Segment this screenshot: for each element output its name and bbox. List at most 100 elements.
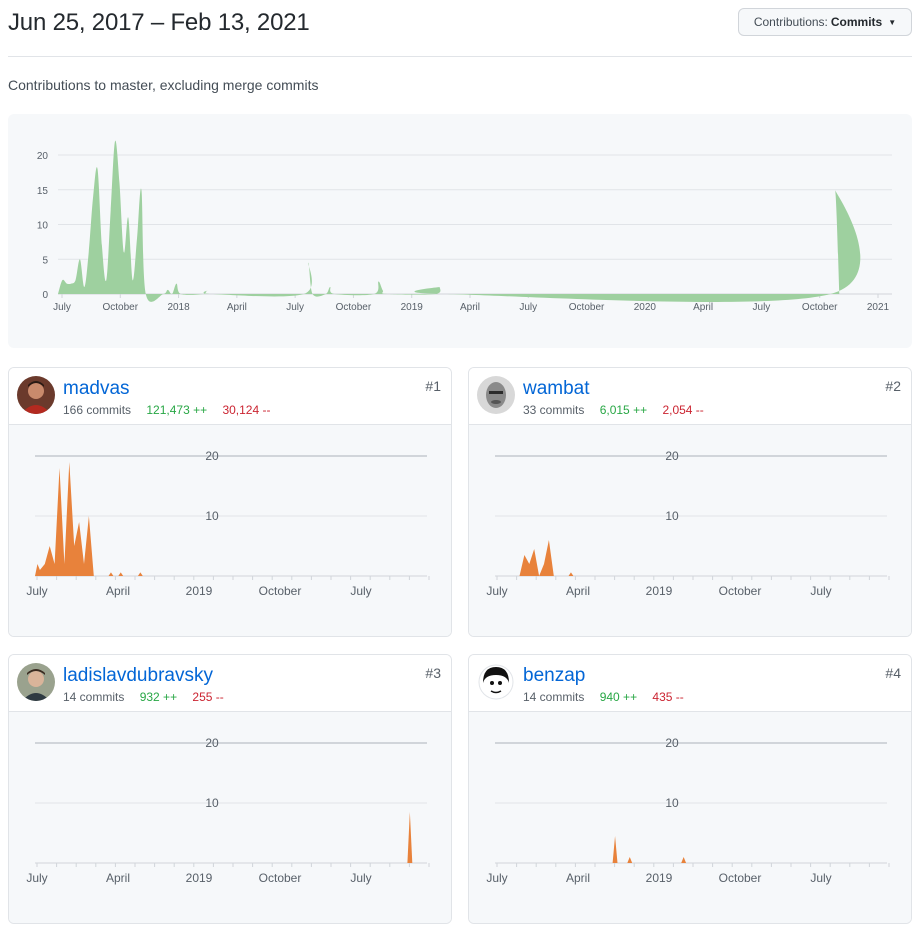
x-tick-label: July [286, 302, 304, 313]
header-divider [8, 56, 912, 57]
contributor-chart-svg: 10 20 July April 2019 October July [26, 736, 430, 885]
contributor-rank: #2 [885, 378, 901, 394]
commits-count: 33 commits [523, 403, 585, 417]
commits-count: 14 commits [523, 690, 585, 704]
x-tick-label: October [336, 302, 372, 313]
contributor-card-header: madvas 166 commits 121,473 ++ 30,124 -- … [9, 368, 451, 425]
y-tick-label: 15 [37, 186, 49, 197]
x-tick-label: October [719, 584, 762, 598]
contributor-username-link[interactable]: benzap [523, 665, 586, 686]
contributor-username-link[interactable]: ladislavdubravsky [63, 665, 213, 686]
x-tick-label: April [566, 871, 590, 885]
x-tick-label: April [106, 871, 130, 885]
x-tick-label: April [106, 584, 130, 598]
x-tick-label: July [753, 302, 771, 313]
deletions-count: 2,054 -- [662, 403, 704, 417]
contributor-chart-svg: 10 20 July April 2019 October July [26, 449, 430, 598]
contributor-card-header: wambat 33 commits 6,015 ++ 2,054 -- #2 [469, 368, 911, 425]
x-tick-label: 2019 [646, 584, 673, 598]
contributor-card: benzap 14 commits 940 ++ 435 -- #4 10 20 J… [468, 654, 912, 924]
contributor-card-header: benzap 14 commits 940 ++ 435 -- #4 [469, 655, 911, 712]
contributions-label: Contributions: [753, 15, 828, 29]
contributor-card-header: ladislavdubravsky 14 commits 932 ++ 255 … [9, 655, 451, 712]
avatar[interactable] [17, 376, 55, 414]
contributor-chart-svg: 10 20 July April 2019 October July [486, 736, 890, 885]
x-tick-label: 2019 [646, 871, 673, 885]
x-tick-label: 2019 [186, 584, 213, 598]
x-tick-label: 2018 [167, 302, 190, 313]
main-chart-svg: 0 5 10 15 20 July October 2018 April July October 2… [37, 140, 892, 313]
contributor-commits-area [612, 836, 687, 863]
x-tick-label: July [810, 871, 831, 885]
contributor-chart: 10 20 July April 2019 October July [9, 425, 451, 636]
x-tick-label: 2020 [634, 302, 657, 313]
contributor-card: ladislavdubravsky 14 commits 932 ++ 255 … [8, 654, 452, 924]
x-tick-label: April [693, 302, 713, 313]
chart-subtitle: Contributions to master, excluding merge… [8, 77, 319, 93]
avatar[interactable] [17, 663, 55, 701]
contributor-stats: 166 commits 121,473 ++ 30,124 -- [63, 403, 270, 417]
contributor-username-link[interactable]: wambat [523, 378, 590, 399]
contributor-username-link[interactable]: madvas [63, 378, 130, 399]
x-tick-label: April [566, 584, 590, 598]
contributor-rank: #1 [425, 378, 441, 394]
x-tick-label: April [227, 302, 247, 313]
avatar[interactable] [477, 663, 515, 701]
y-tick-label: 20 [37, 151, 49, 162]
x-tick-label: July [486, 584, 507, 598]
contributions-value: Commits [830, 15, 883, 29]
contributor-stats: 33 commits 6,015 ++ 2,054 -- [523, 403, 704, 417]
x-tick-label: July [350, 871, 371, 885]
y-tick-label: 5 [42, 255, 48, 266]
x-tick-label: October [569, 302, 605, 313]
commits-area-series [58, 140, 861, 302]
x-tick-label: October [259, 871, 302, 885]
contributor-stats: 14 commits 940 ++ 435 -- [523, 690, 684, 704]
x-tick-label: 2021 [867, 302, 890, 313]
y-tick-label: 0 [42, 290, 48, 301]
contributor-card: madvas 166 commits 121,473 ++ 30,124 -- … [8, 367, 452, 637]
y-tick-label: 20 [205, 449, 219, 463]
contributions-select-button[interactable]: Contributions: Commits ▼ [738, 8, 912, 36]
y-tick-label: 20 [665, 449, 679, 463]
x-tick-label: July [519, 302, 537, 313]
y-tick-label: 10 [665, 796, 679, 810]
y-tick-label: 10 [665, 509, 679, 523]
caret-down-icon: ▼ [888, 17, 897, 27]
contributor-chart-svg: 10 20 July April 2019 October July [486, 449, 890, 598]
x-tick-label: 2019 [401, 302, 424, 313]
x-tick-label: October [719, 871, 762, 885]
y-tick-label: 20 [665, 736, 679, 750]
commits-count: 166 commits [63, 403, 132, 417]
contributor-card: wambat 33 commits 6,015 ++ 2,054 -- #2 1… [468, 367, 912, 637]
additions-count: 121,473 ++ [146, 403, 208, 417]
contributor-stats: 14 commits 932 ++ 255 -- [63, 690, 224, 704]
deletions-count: 255 -- [192, 690, 224, 704]
deletions-count: 435 -- [652, 690, 684, 704]
y-tick-label: 10 [37, 221, 49, 232]
date-range-title: Jun 25, 2017 – Feb 13, 2021 [8, 9, 310, 36]
avatar[interactable] [477, 376, 515, 414]
y-tick-label: 10 [205, 796, 219, 810]
contributor-commits-area [35, 462, 143, 576]
contributor-rank: #3 [425, 665, 441, 681]
commits-count: 14 commits [63, 690, 125, 704]
additions-count: 6,015 ++ [599, 403, 648, 417]
x-tick-label: October [102, 302, 138, 313]
contributor-chart: 10 20 July April 2019 October July [469, 425, 911, 636]
contributor-commits-area [407, 812, 413, 863]
main-contributions-chart: 0 5 10 15 20 July October 2018 April July October 2… [8, 114, 912, 348]
contributor-chart: 10 20 July April 2019 October July [9, 712, 451, 923]
x-tick-label: July [810, 584, 831, 598]
deletions-count: 30,124 -- [222, 403, 271, 417]
contributor-rank: #4 [885, 665, 901, 681]
contributor-commits-area [519, 540, 574, 576]
x-tick-label: July [486, 871, 507, 885]
additions-count: 932 ++ [139, 690, 178, 704]
y-tick-label: 20 [205, 736, 219, 750]
x-tick-label: October [259, 584, 302, 598]
x-tick-label: July [53, 302, 71, 313]
additions-count: 940 ++ [599, 690, 638, 704]
y-tick-label: 10 [205, 509, 219, 523]
x-tick-label: July [26, 871, 47, 885]
